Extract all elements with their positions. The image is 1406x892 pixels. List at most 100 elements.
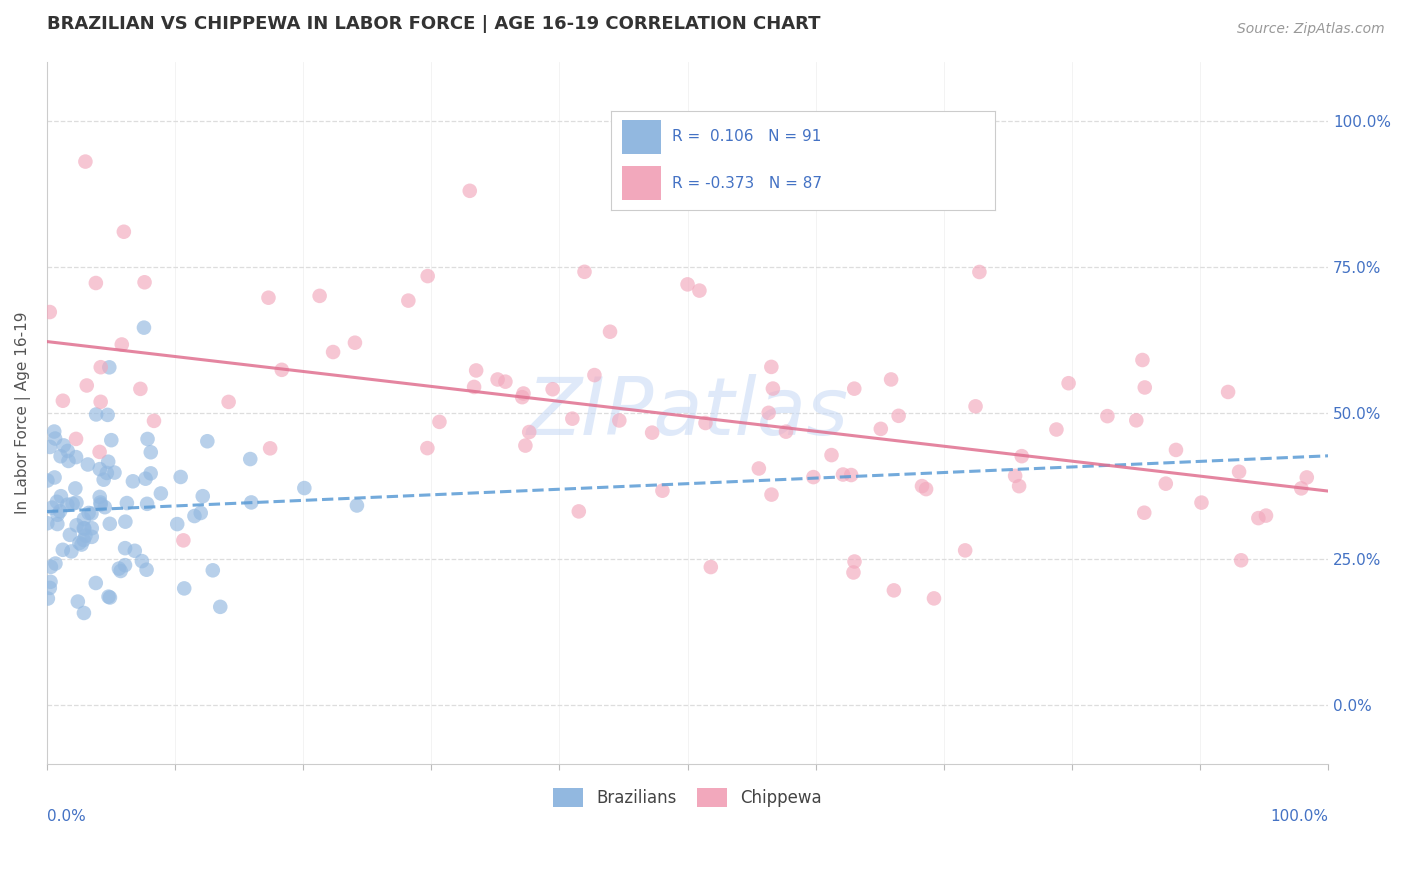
Point [762,382,785,396]
Point [758,406,780,420]
Point [969,265,991,279]
Point [80,530,103,544]
Point [135,472,157,486]
Point [1227,465,1250,479]
Point [110,564,132,578]
Point [599,325,621,339]
Point [700,560,723,574]
Point [89,490,111,504]
Point [73,521,96,535]
Point [84,576,107,591]
Point [103,466,125,480]
Point [49,450,72,464]
Point [49,504,72,518]
Text: 100.0%: 100.0% [1270,809,1329,824]
Point [98,516,121,531]
Point [561,411,583,425]
Point [1133,380,1156,394]
Point [832,467,855,482]
Point [257,291,280,305]
Point [56,498,79,512]
Point [90,394,112,409]
Point [65,495,87,509]
Point [844,554,866,568]
Point [38,305,60,319]
Point [37,474,59,488]
Point [583,368,606,383]
Point [574,265,596,279]
Point [1097,409,1119,424]
Point [839,468,862,483]
Point [1011,449,1033,463]
Point [1191,495,1213,509]
Point [416,441,439,455]
Point [869,422,891,436]
Point [515,439,537,453]
Point [510,390,533,404]
Point [1125,413,1147,427]
Point [59,528,82,542]
Point [100,433,122,447]
Point [748,461,770,475]
Point [89,462,111,476]
Point [52,438,75,452]
Point [887,409,910,423]
Point [346,499,368,513]
Point [1004,468,1026,483]
Point [458,184,481,198]
Point [195,434,218,449]
Point [114,515,136,529]
Point [89,495,111,509]
Point [1132,353,1154,368]
Point [1133,506,1156,520]
Point [114,541,136,556]
Point [129,382,152,396]
Point [39,440,62,454]
Point [218,395,240,409]
Point [183,509,205,524]
Point [239,452,262,467]
Point [270,363,292,377]
Point [1216,384,1239,399]
Point [73,512,96,526]
Text: 0.0%: 0.0% [46,809,86,824]
Point [65,482,87,496]
Point [65,518,87,533]
Point [1230,553,1253,567]
Point [1291,482,1313,496]
Point [37,591,59,606]
Point [463,380,485,394]
Point [84,276,107,290]
Point [90,498,112,512]
Text: ZIPatlas: ZIPatlas [526,374,849,452]
Point [46,508,69,522]
Point [44,425,66,439]
Point [486,372,509,386]
Point [97,590,120,604]
Point [44,557,66,571]
Y-axis label: In Labor Force | Age 16-19: In Labor Force | Age 16-19 [15,312,31,515]
Point [343,335,366,350]
Point [169,470,191,484]
Point [416,269,439,284]
Point [46,516,69,531]
Point [111,337,134,351]
Point [108,561,131,575]
Point [44,432,66,446]
Point [820,448,842,462]
Point [607,413,630,427]
Point [172,533,194,548]
Point [65,432,87,446]
Point [114,558,136,573]
Point [761,487,783,501]
Point [292,481,315,495]
Point [73,606,96,620]
Point [58,454,80,468]
Point [124,543,146,558]
Point [259,442,281,456]
Point [1247,511,1270,525]
Point [880,372,903,386]
Point [240,495,263,509]
Point [45,495,67,509]
Point [308,289,330,303]
